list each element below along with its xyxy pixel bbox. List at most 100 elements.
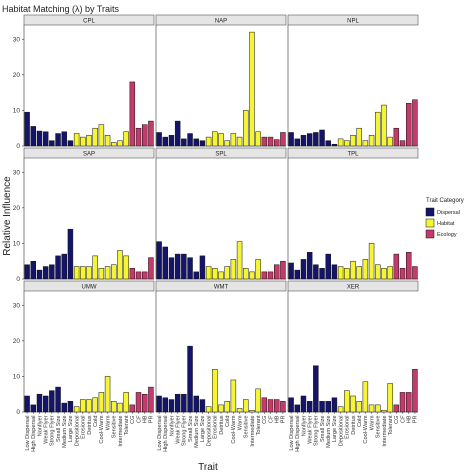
bar [344, 390, 350, 413]
panel-tpl: TPL [287, 147, 419, 280]
bar [98, 124, 105, 147]
bar [168, 257, 175, 280]
bar [67, 140, 74, 147]
bar [405, 103, 412, 147]
bar [30, 126, 37, 147]
bar [405, 392, 412, 413]
bar [381, 409, 387, 413]
x-tick-label: Warm [237, 415, 243, 430]
legend-label: Dispersal [437, 210, 460, 216]
bar [92, 255, 98, 280]
bar [104, 376, 111, 413]
bar [294, 404, 301, 413]
x-tick-label: Sensitive [244, 416, 250, 439]
panel-npl: NPL [287, 14, 419, 147]
y-tick-label: 30 [13, 169, 21, 176]
bar [337, 138, 344, 147]
panel-strip [287, 14, 419, 26]
chart-title: Habitat Matching (λ) by Traits [2, 4, 120, 14]
x-tick-label: Strong Flyer [182, 415, 188, 446]
bar [218, 271, 224, 280]
bar [205, 136, 212, 147]
bar [156, 132, 162, 147]
bar [61, 253, 67, 280]
bar [350, 395, 356, 413]
x-tick-label: CF [400, 415, 406, 423]
bar [368, 404, 375, 413]
x-axis-label: Trait [198, 462, 218, 473]
bar [294, 269, 301, 280]
bar [162, 397, 169, 413]
bar [42, 131, 49, 147]
bar [399, 268, 406, 280]
x-tick-label: Detritus [219, 415, 225, 434]
bar [344, 140, 350, 147]
bar [230, 259, 237, 280]
bar [55, 255, 61, 280]
bar [393, 253, 400, 280]
x-tick-label: HB [143, 415, 149, 423]
x-tick-label: CG [130, 416, 136, 424]
bar [92, 127, 98, 147]
bar [193, 395, 199, 413]
bar [368, 243, 375, 280]
bar [141, 393, 148, 413]
x-tick-label: Medium Size [62, 416, 68, 448]
bar [104, 266, 111, 280]
bar [174, 120, 181, 147]
bar [375, 111, 381, 147]
y-tick-label: 10 [13, 108, 21, 115]
bar [325, 140, 331, 147]
bar [261, 271, 268, 280]
bar [412, 99, 418, 147]
bar [205, 406, 212, 413]
bar [73, 133, 80, 147]
bar [174, 393, 181, 413]
y-tick-label: 20 [13, 338, 21, 345]
bar [141, 271, 148, 280]
bar [218, 133, 224, 147]
bar [67, 228, 74, 280]
bar [181, 138, 187, 147]
bar [129, 404, 136, 413]
y-tick-label: 20 [13, 205, 21, 212]
bar [86, 266, 92, 280]
legend-title: Trait Category [426, 198, 464, 204]
bar [387, 266, 393, 280]
bar [193, 138, 199, 147]
legend-label: Ecology [437, 232, 457, 238]
bar [55, 386, 61, 413]
bar [356, 127, 362, 147]
bar [111, 264, 117, 280]
x-tick-label: Cold [225, 416, 231, 428]
panel-strip [155, 147, 287, 159]
panel-strip [23, 280, 155, 292]
bar [243, 268, 249, 280]
bar [313, 264, 319, 280]
bar [86, 399, 92, 413]
bar [255, 131, 261, 147]
panel-strip-label: WMT [214, 285, 229, 291]
bar [30, 404, 37, 413]
y-tick-label: 10 [13, 374, 21, 381]
y-tick-label: 10 [13, 241, 21, 248]
bar [212, 131, 218, 147]
panel-xer: XER Low Dispersal High Dispersal Nonflyer We… [287, 280, 419, 452]
panel-strip-label: TPL [347, 152, 359, 158]
panel-cpl: CPL 0 10 20 30 [13, 14, 155, 150]
panel-strip-label: CPL [83, 19, 95, 25]
bar [350, 135, 356, 147]
x-tick-label: Large Size [68, 416, 74, 443]
bar [224, 266, 230, 280]
x-tick-label: Strong Flyer [50, 415, 56, 446]
panel-umw: UMW 0 10 20 30 Low Dispersal High Dispersal Non… [13, 280, 155, 452]
x-tick-label: Tolerant [388, 415, 394, 435]
panel-strip [23, 147, 155, 159]
bar [399, 140, 406, 147]
bar [42, 266, 49, 280]
bar [356, 401, 362, 413]
y-tick-label: 0 [16, 409, 20, 416]
bar [267, 136, 274, 147]
bar [111, 142, 117, 147]
